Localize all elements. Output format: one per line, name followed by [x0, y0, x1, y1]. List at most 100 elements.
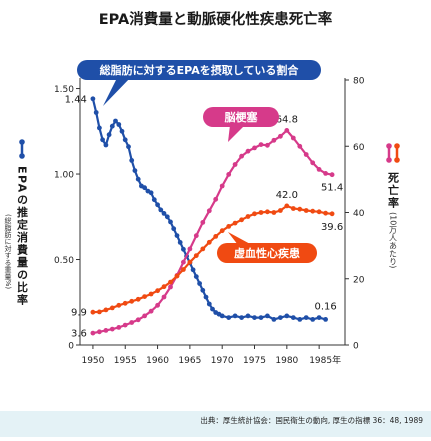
data-point-epa-ratio — [200, 287, 206, 293]
left-axis-marker-dot — [19, 153, 25, 159]
data-point-ischemic-heart-disease — [129, 298, 135, 304]
data-point-cerebral-infarction — [193, 233, 199, 239]
data-point-cerebral-infarction — [155, 302, 161, 308]
data-label: 64.8 — [276, 114, 298, 125]
data-point-ischemic-heart-disease — [278, 208, 283, 213]
data-point-ischemic-heart-disease — [303, 208, 309, 213]
callout-ischemic-heart-disease-tail — [228, 232, 252, 245]
data-point-cerebral-infarction — [90, 330, 96, 336]
callout-epa-label: 総脂肪に対するEPAを摂取している割合 — [100, 63, 300, 77]
data-point-epa-ratio — [226, 315, 232, 320]
data-point-epa-ratio — [181, 246, 186, 252]
data-point-ischemic-heart-disease — [206, 239, 212, 245]
callout-cerebral-infarction-bubble — [203, 107, 279, 127]
data-point-ischemic-heart-disease — [122, 300, 128, 306]
callout-ischemic-heart-disease-label: 虚血性心疾患 — [234, 246, 300, 260]
data-point-cerebral-infarction — [103, 328, 109, 333]
left-tick-label: 0.50 — [54, 256, 74, 266]
data-point-cerebral-infarction — [187, 246, 193, 252]
data-point-epa-ratio — [97, 125, 102, 131]
data-point-ischemic-heart-disease — [258, 210, 264, 215]
right-axis-subtitle: (10万人あたり) — [389, 212, 398, 268]
left-axis-subtitle: (総脂肪に対する重量%) — [4, 214, 12, 289]
data-point-ischemic-heart-disease — [284, 203, 290, 209]
data-point-cerebral-infarction — [232, 162, 238, 167]
data-point-ischemic-heart-disease — [168, 279, 173, 285]
data-point-cerebral-infarction — [310, 160, 316, 166]
left-tick-label: 1.00 — [54, 171, 74, 181]
x-tick-label: 1975 — [243, 356, 266, 366]
left-axis-title: EPAの推定消費量の比率 — [16, 166, 30, 306]
data-point-ischemic-heart-disease — [103, 307, 109, 313]
data-point-epa-ratio — [323, 317, 328, 322]
data-point-epa-ratio — [135, 176, 141, 182]
data-point-ischemic-heart-disease — [187, 259, 193, 265]
data-point-epa-ratio — [168, 219, 173, 225]
data-point-cerebral-infarction — [271, 137, 277, 143]
data-point-ischemic-heart-disease — [252, 211, 257, 217]
data-point-epa-ratio — [132, 168, 138, 174]
data-point-cerebral-infarction — [265, 142, 270, 148]
data-point-ischemic-heart-disease — [193, 253, 199, 258]
data-point-ischemic-heart-disease — [90, 309, 96, 315]
data-point-cerebral-infarction — [129, 320, 135, 325]
data-point-ischemic-heart-disease — [271, 210, 277, 215]
data-point-ischemic-heart-disease — [329, 211, 335, 217]
source-note: 出典：厚生統計協会：国民衛生の動向, 厚生の指標 36：48, 1989 — [200, 416, 423, 425]
data-point-ischemic-heart-disease — [135, 296, 141, 302]
data-point-cerebral-infarction — [213, 196, 219, 202]
data-point-cerebral-infarction — [148, 308, 154, 314]
x-tick-label: 1985年 — [309, 354, 341, 366]
data-label: 42.0 — [276, 190, 298, 201]
right-axis-marker-dot — [386, 157, 392, 163]
data-point-epa-ratio — [100, 137, 105, 143]
data-point-epa-ratio — [116, 122, 122, 127]
x-tick-label: 1970 — [211, 356, 234, 366]
data-point-ischemic-heart-disease — [155, 288, 161, 294]
data-point-cerebral-infarction — [245, 148, 251, 154]
data-point-cerebral-infarction — [109, 326, 115, 332]
data-point-epa-ratio — [142, 185, 148, 191]
data-label: 9.9 — [71, 308, 87, 319]
data-point-cerebral-infarction — [161, 294, 167, 300]
data-point-epa-ratio — [93, 110, 99, 115]
x-tick-label: 1960 — [146, 356, 169, 366]
data-point-epa-ratio — [174, 233, 180, 239]
data-point-ischemic-heart-disease — [161, 284, 167, 290]
right-tick-label: 60 — [353, 143, 365, 153]
callout-epa-bubble — [77, 60, 321, 80]
data-point-epa-ratio — [239, 315, 245, 320]
data-point-epa-ratio — [122, 137, 128, 143]
x-tick-label: 1980 — [275, 356, 298, 366]
data-point-epa-ratio — [271, 317, 277, 322]
data-point-ischemic-heart-disease — [181, 267, 186, 272]
data-point-cerebral-infarction — [316, 167, 322, 172]
data-point-ischemic-heart-disease — [219, 228, 225, 234]
data-point-epa-ratio — [210, 306, 215, 312]
data-point-ischemic-heart-disease — [239, 217, 245, 223]
callout-cerebral-infarction-label: 脳梗塞 — [225, 110, 259, 124]
data-point-cerebral-infarction — [122, 322, 128, 328]
data-label: 0.16 — [314, 302, 336, 313]
data-point-cerebral-infarction — [303, 152, 309, 157]
data-point-cerebral-infarction — [297, 143, 303, 149]
data-point-epa-ratio — [148, 190, 154, 196]
data-point-epa-ratio — [177, 240, 183, 245]
data-point-cerebral-infarction — [323, 171, 328, 176]
data-point-ischemic-heart-disease — [97, 309, 102, 315]
data-point-epa-ratio — [232, 313, 238, 319]
data-point-ischemic-heart-disease — [116, 302, 122, 308]
data-point-epa-ratio — [310, 317, 316, 322]
data-label: 3.6 — [71, 329, 87, 340]
data-label: 1.44 — [65, 94, 87, 105]
data-point-epa-ratio — [278, 315, 283, 320]
data-point-epa-ratio — [103, 142, 109, 148]
right-tick-label: 0 — [353, 342, 359, 352]
left-tick-label: 1.50 — [54, 85, 74, 95]
callout-ischemic-heart-disease-bubble — [217, 243, 317, 263]
data-point-epa-ratio — [190, 267, 196, 273]
data-point-epa-ratio — [106, 132, 112, 138]
data-point-epa-ratio — [316, 315, 322, 320]
data-point-cerebral-infarction — [219, 183, 225, 189]
